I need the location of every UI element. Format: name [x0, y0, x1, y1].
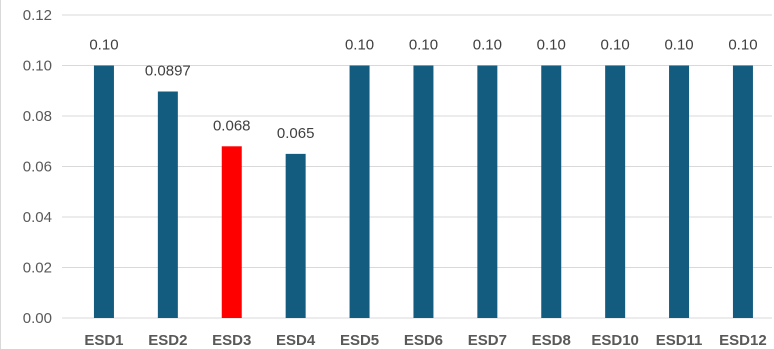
data-label-esd5: 0.10 — [345, 37, 374, 54]
x-tick-label-esd5: ESD5 — [340, 332, 379, 349]
bar-esd1 — [93, 65, 114, 318]
data-label-esd8: 0.10 — [537, 37, 566, 54]
x-tick-label-esd12: ESD12 — [719, 332, 767, 349]
x-tick-label-esd6: ESD6 — [404, 332, 443, 349]
y-tick-label: 0.02 — [23, 260, 52, 277]
data-label-esd10: 0.10 — [601, 37, 630, 54]
x-tick-label-esd1: ESD1 — [84, 332, 123, 349]
gridlines — [62, 14, 772, 319]
bar-esd12 — [732, 65, 753, 318]
bar-esd7 — [477, 65, 498, 318]
bar-esd2 — [157, 91, 178, 318]
data-label-esd2: 0.0897 — [145, 63, 191, 80]
x-axis-category-labels: ESD1 ESD2 ESD3 ESD4 ESD5 ESD6 ESD7 ESD8 ESD10 ESD… — [84, 332, 766, 349]
data-label-esd11: 0.10 — [664, 37, 693, 54]
data-label-esd1: 0.10 — [89, 37, 118, 54]
bar-esd3 — [221, 146, 242, 318]
data-label-esd12: 0.10 — [728, 37, 757, 54]
data-label-esd4: 0.065 — [277, 125, 315, 142]
data-labels: 0.10 0.0897 0.068 0.065 0.10 0.10 0.10 0.10 0.10… — [89, 37, 757, 142]
bar-esd10 — [605, 65, 626, 318]
data-label-esd6: 0.10 — [409, 37, 438, 54]
x-tick-label-esd7: ESD7 — [468, 332, 507, 349]
y-tick-label: 0.12 — [23, 7, 52, 24]
y-tick-label: 0.00 — [23, 310, 52, 327]
x-tick-label-esd2: ESD2 — [148, 332, 187, 349]
chart-area-border — [0, 0, 1, 349]
x-tick-label-esd11: ESD11 — [656, 332, 703, 349]
bar-esd11 — [669, 65, 690, 318]
x-tick-label-esd10: ESD10 — [591, 332, 639, 349]
x-tick-label-esd4: ESD4 — [276, 332, 316, 349]
bar-esd4 — [285, 153, 306, 318]
y-tick-label: 0.06 — [23, 159, 52, 176]
y-tick-label: 0.04 — [23, 209, 52, 226]
bar-esd5 — [349, 65, 370, 318]
y-axis-tick-labels: 0.00 0.02 0.04 0.06 0.08 0.10 0.12 — [23, 7, 52, 327]
bar-esd6 — [413, 65, 434, 318]
bars — [93, 65, 753, 318]
y-tick-label: 0.08 — [23, 108, 52, 125]
x-tick-label-esd8: ESD8 — [532, 332, 571, 349]
data-label-esd7: 0.10 — [473, 37, 502, 54]
x-tick-label-esd3: ESD3 — [212, 332, 251, 349]
data-label-esd3: 0.068 — [213, 117, 251, 134]
y-tick-label: 0.10 — [23, 58, 52, 75]
bar-esd8 — [541, 65, 562, 318]
